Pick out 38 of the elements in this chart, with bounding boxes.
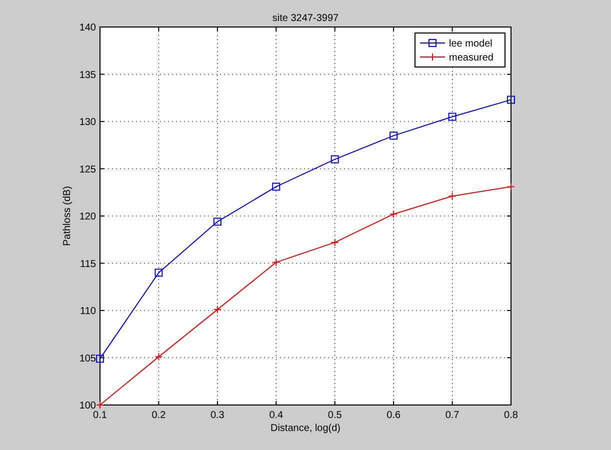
chart-title: site 3247-3997: [272, 13, 340, 24]
x-tick-label: 0.6: [386, 410, 401, 421]
point: [330, 155, 339, 164]
point: [272, 182, 280, 191]
point: [96, 401, 104, 409]
y-tick-label: 105: [79, 353, 96, 364]
point: [154, 352, 163, 361]
x-axis-title: Distance, log(d): [270, 423, 341, 434]
y-tick-label: 100: [79, 400, 96, 412]
point: [507, 96, 515, 104]
y-axis-title: Pathloss (dB): [62, 186, 73, 246]
x-tick-label: 0.8: [504, 410, 518, 421]
x-tick-label: 0.4: [269, 410, 284, 421]
y-tick-label: 135: [79, 70, 96, 81]
x-tick-label: 0.7: [445, 410, 460, 421]
point: [390, 210, 398, 218]
point: [390, 132, 398, 140]
point: [213, 218, 222, 226]
point: [96, 354, 104, 363]
y-tick-label: 125: [79, 164, 96, 176]
y-tick-label: 130: [79, 117, 96, 128]
point: [507, 182, 515, 191]
point: [330, 238, 339, 246]
point: [448, 192, 456, 200]
legend-label: lee model: [449, 38, 492, 50]
y-tick-label: 140: [79, 22, 96, 34]
point: [213, 306, 222, 314]
x-tick-label: 0.2: [152, 410, 166, 421]
point: [272, 258, 280, 266]
legend-label: measured: [449, 52, 494, 64]
y-tick-label: 115: [80, 258, 96, 270]
y-tick-label: 120: [79, 212, 96, 222]
point: [154, 268, 163, 277]
x-tick-label: 0.1: [93, 410, 108, 421]
point: [448, 112, 456, 121]
y-tick-label: 110: [80, 306, 96, 317]
x-tick-label: 0.3: [210, 410, 225, 421]
x-tick-label: 0.5: [328, 410, 342, 421]
